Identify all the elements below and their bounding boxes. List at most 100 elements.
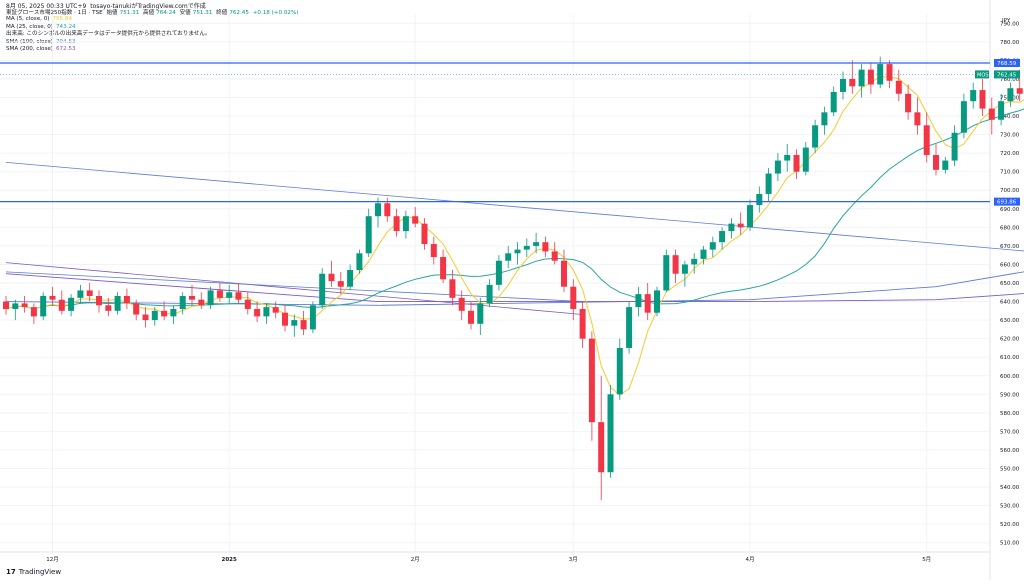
high-label: 高値 [143,10,155,16]
legend-ma25[interactable]: MA (25, close, 0) 743.24 [6,23,76,30]
candle-body [421,223,428,245]
candle-body [942,160,949,170]
y-tick-label: 760.00 [1000,77,1020,83]
y-tick-label: 540.00 [1000,485,1020,491]
candle-body [923,125,930,155]
y-tick-label: 780.00 [1000,40,1020,46]
candle-body [458,297,465,311]
y-tick-label: 670.00 [1000,244,1020,250]
candle-body [161,310,168,317]
open-value: 751.31 [119,10,140,16]
candle-body [254,308,261,317]
candle-body [756,193,763,206]
y-tick-label: 710.00 [1000,170,1020,176]
horizontal-level-tag [994,58,1020,67]
candle-body [765,173,772,194]
candle-body [979,90,986,109]
candle-body [877,64,884,85]
symbol-line: 東証グロース市場250指数 · 1日 · TSE 始値 751.31 高値 764.… [6,9,300,17]
candle-body [189,295,195,300]
candle-body [737,223,744,228]
candle-body [309,305,316,330]
candle-body [300,320,307,330]
candle-body [681,264,688,274]
candle-body [68,297,75,311]
horizontal-level-label: 693.86 [997,200,1017,206]
candle-body [514,249,521,254]
x-tick-label: 2025 [222,557,237,563]
close-value: 762.45 [229,10,249,16]
close-label: 終値 [216,10,228,16]
candle-body [356,253,363,271]
y-tick-label: 660.00 [1000,262,1020,268]
timestamp: 8月 05, 2025 00:33 UTC+9 [6,3,87,10]
candle-body [1007,88,1014,102]
candle-body [179,295,186,309]
candle-body [802,147,809,172]
candle-body [951,132,958,161]
candle-body [384,203,391,217]
candle-body [672,255,679,274]
candle-body [328,273,335,282]
candle-body [1016,88,1023,94]
candle-body [440,257,447,280]
candle-body [988,108,995,120]
candle-body [3,301,9,309]
candle-body [588,338,595,423]
candle-body [821,112,828,126]
y-tick-label: 630.00 [1000,318,1020,324]
candle-body [77,290,84,298]
candle-body [830,91,837,113]
low-label: 安値 [179,10,191,16]
y-tick-label: 520.00 [1000,522,1020,528]
candle-body [393,216,400,232]
legend-volume[interactable]: 出来高: このシンボルの出来高データはデータ提供元から提供されておりません。 [6,31,211,38]
last-price-label: 762.45 [997,72,1017,78]
y-tick-label: 700.00 [1000,188,1020,194]
candle-body [133,303,140,315]
change-value: +0.18 (+0.02%) [252,10,299,16]
candle-body [319,273,326,306]
candle-body [365,216,372,254]
candle-body [970,90,977,102]
legend-sma200[interactable]: SMA (200, close) 672.53 [6,46,76,53]
candle-body [728,223,735,232]
candle-body [114,295,121,311]
candle-body [495,260,502,285]
y-tick-label: 720.00 [1000,151,1020,157]
candle-body [579,308,586,339]
currency-label: JPY [1001,18,1011,24]
y-tick-label: 570.00 [1000,429,1020,435]
candle-body [105,305,112,311]
legend-ma5[interactable]: MA (5, close, 0) 755.84 [6,16,73,22]
y-tick-label: 730.00 [1000,133,1020,139]
y-tick-label: 640.00 [1000,300,1020,306]
candle-body [561,260,567,287]
legend-ma25-value: 743.24 [56,23,76,30]
legend-ma5-value: 755.84 [52,16,73,22]
candle-body [533,242,540,246]
candle-body [402,216,409,232]
horizontal-level-label: 768.59 [997,61,1017,67]
tradingview-logo[interactable]: 17 TradingView [6,568,61,576]
author-note: tosayo-tanukiがTradingView.comで作成 [90,3,206,10]
candle-body [654,290,660,313]
candle-body [812,125,819,148]
candle-body [291,320,298,326]
candle-body [486,284,493,304]
candle-body [607,394,614,473]
candle-body [347,270,354,287]
open-label: 始値 [106,10,118,16]
sma-200-line [5,273,1024,303]
candle-body [886,64,893,81]
symbol-name[interactable]: 東証グロース市場250指数 · 1日 · TSE [6,10,103,16]
trend-line [5,271,583,302]
candle-body [151,310,158,321]
y-tick-label: 690.00 [1000,207,1020,213]
candle-body [170,308,177,317]
candle-body [784,154,791,161]
y-tick-label: 510.00 [1000,541,1020,547]
candle-body [542,242,549,252]
